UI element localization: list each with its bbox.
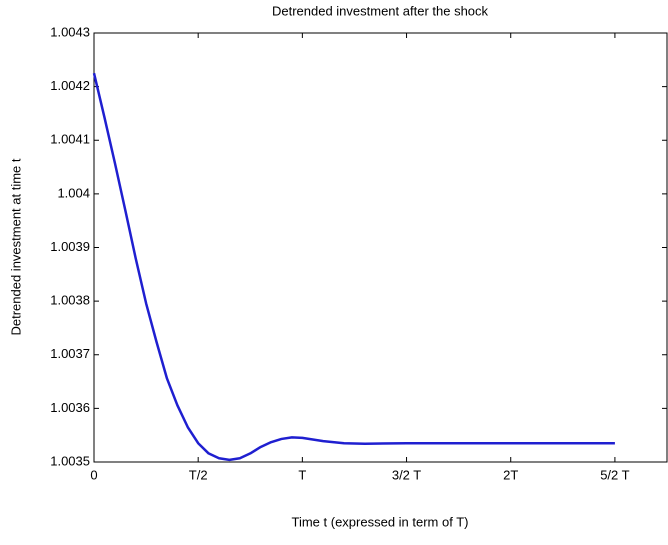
x-tick-label: T <box>298 467 306 482</box>
y-tick-label: 1.0035 <box>50 453 90 468</box>
x-tick-label: 0 <box>90 467 97 482</box>
x-tick-label: T/2 <box>189 467 208 482</box>
y-tick-label: 1.0037 <box>50 346 90 361</box>
y-tick-label: 1.0041 <box>50 132 90 147</box>
y-tick-label: 1.004 <box>57 185 90 200</box>
y-tick-label: 1.0036 <box>50 400 90 415</box>
y-tick-label: 1.0039 <box>50 239 90 254</box>
x-tick-label: 2T <box>503 467 518 482</box>
y-tick-label: 1.0042 <box>50 78 90 93</box>
x-axis-label: Time t (expressed in term of T) <box>292 514 469 529</box>
x-tick-label: 3/2 T <box>392 467 421 482</box>
y-tick-label: 1.0038 <box>50 293 90 308</box>
y-axis-label: Detrended investment at time t <box>8 158 23 335</box>
data-line <box>92 72 615 462</box>
plot-frame <box>93 32 668 463</box>
y-tick-label: 1.0043 <box>50 24 90 39</box>
chart-title: Detrended investment after the shock <box>272 3 489 18</box>
x-tick-label: 5/2 T <box>600 467 629 482</box>
